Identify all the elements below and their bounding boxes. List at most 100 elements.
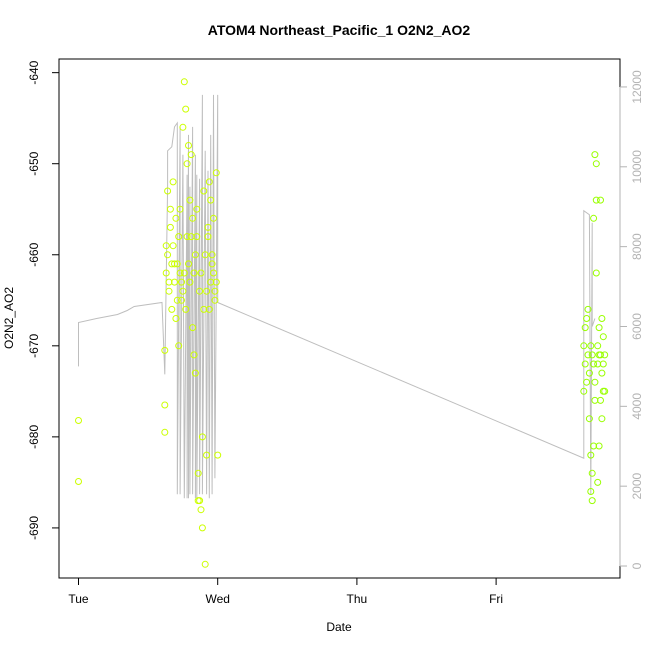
y2-tick-label: 0 xyxy=(630,562,644,569)
data-point xyxy=(183,233,191,241)
data-point xyxy=(588,469,596,477)
data-point xyxy=(201,251,209,259)
data-point xyxy=(180,78,188,86)
data-point xyxy=(214,451,222,459)
data-point xyxy=(180,269,188,277)
data-point xyxy=(171,278,178,286)
x-tick-label: Fri xyxy=(489,592,503,606)
data-point xyxy=(581,324,589,332)
data-point xyxy=(201,560,209,568)
data-point xyxy=(588,497,596,505)
data-point xyxy=(590,214,598,222)
series-layer xyxy=(75,78,609,568)
data-point xyxy=(591,151,599,159)
data-point xyxy=(183,160,191,168)
data-point xyxy=(164,187,172,195)
data-point xyxy=(592,196,600,204)
data-point xyxy=(585,415,593,423)
data-point xyxy=(179,123,187,131)
data-point xyxy=(584,305,592,313)
data-point xyxy=(580,342,588,350)
data-point xyxy=(595,442,603,450)
x-tick-label: Wed xyxy=(205,592,229,606)
data-point xyxy=(176,269,184,277)
data-point xyxy=(583,378,591,386)
data-point xyxy=(196,287,204,295)
data-point xyxy=(207,196,215,204)
data-point xyxy=(193,205,201,213)
data-point xyxy=(175,342,183,350)
data-point xyxy=(171,260,178,268)
data-point xyxy=(198,433,206,441)
data-point xyxy=(197,269,205,277)
data-point xyxy=(210,214,217,222)
data-point xyxy=(597,351,604,359)
data-point xyxy=(189,324,197,332)
data-point xyxy=(583,315,591,322)
y2-tick-label: 10000 xyxy=(630,150,644,184)
data-point xyxy=(189,214,197,222)
data-point xyxy=(75,478,82,485)
data-point xyxy=(198,524,206,532)
data-point xyxy=(204,223,212,231)
data-point xyxy=(190,269,198,277)
data-point xyxy=(205,178,213,186)
data-point xyxy=(601,351,609,359)
data-point xyxy=(581,360,589,368)
data-point xyxy=(599,333,607,341)
data-point xyxy=(592,160,600,168)
data-point xyxy=(592,269,600,277)
data-point xyxy=(208,260,216,268)
data-point xyxy=(594,478,602,486)
y2-tick-label: 8000 xyxy=(630,233,644,260)
data-point xyxy=(187,151,195,159)
data-point xyxy=(182,105,190,113)
series-line-0 xyxy=(78,94,596,499)
data-point xyxy=(168,305,176,313)
data-point xyxy=(172,214,180,222)
data-point xyxy=(161,346,169,354)
data-point xyxy=(598,369,606,377)
data-point xyxy=(212,169,220,177)
data-point xyxy=(591,378,599,386)
data-point xyxy=(191,369,199,377)
y2-tick-label: 4000 xyxy=(630,393,644,420)
data-point xyxy=(597,196,604,204)
data-point xyxy=(178,296,185,304)
x-axis-label: Date xyxy=(326,620,352,634)
y2-tick-label: 6000 xyxy=(630,313,644,340)
data-point xyxy=(210,269,217,277)
data-point xyxy=(166,205,174,213)
data-point xyxy=(176,205,184,213)
data-point xyxy=(161,428,169,436)
y-axis-left: -640 -650 -660 -670 -680 -690 xyxy=(27,60,60,540)
data-point xyxy=(208,251,216,259)
data-point xyxy=(162,242,170,250)
y-tick-label: -650 xyxy=(27,151,41,175)
data-point xyxy=(165,287,173,295)
data-point xyxy=(588,351,596,359)
y2-tick-label: 12000 xyxy=(630,70,644,104)
data-point xyxy=(75,417,82,424)
data-point xyxy=(200,187,208,195)
data-point xyxy=(185,260,192,268)
data-point xyxy=(584,351,592,359)
data-point xyxy=(590,360,598,368)
data-point xyxy=(161,401,169,409)
y-tick-label: -680 xyxy=(27,425,41,449)
data-point xyxy=(196,497,204,505)
data-point xyxy=(186,196,194,204)
plot-border xyxy=(58,58,621,579)
data-point xyxy=(587,488,595,495)
x-tick-label: Thu xyxy=(347,592,368,606)
data-point xyxy=(179,287,187,295)
data-point xyxy=(598,415,606,423)
data-point xyxy=(598,315,606,322)
y-axis-label: O2N2_AO2 xyxy=(2,287,16,349)
data-point xyxy=(194,469,202,477)
data-point xyxy=(203,451,211,459)
data-point xyxy=(197,506,205,514)
data-point xyxy=(585,369,593,377)
y-tick-label: -670 xyxy=(27,333,41,357)
